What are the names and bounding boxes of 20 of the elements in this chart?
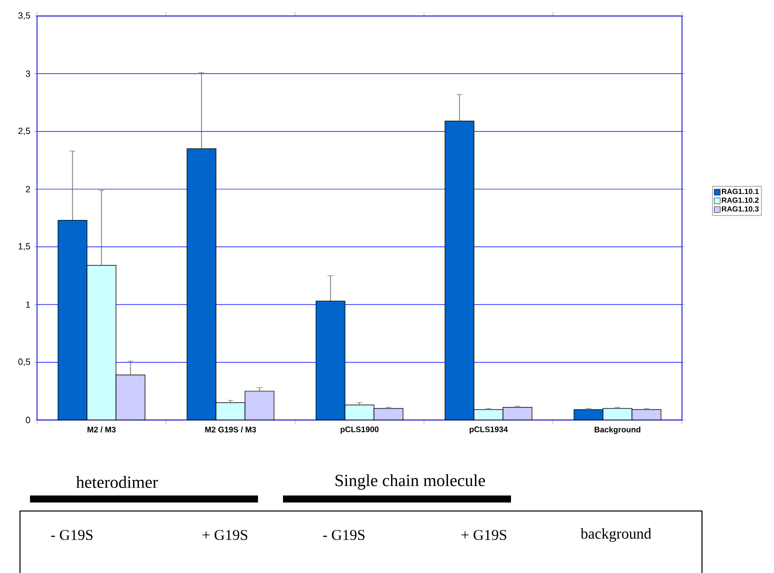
x-tick-label: pCLS1900 (340, 426, 379, 434)
y-tick-label: 2,5 (18, 128, 30, 136)
y-tick-label: 2 (26, 186, 30, 192)
y-tick-label: 0,5 (18, 358, 30, 366)
x-tick-label: M2 G19S / M3 (205, 426, 256, 432)
text: + G19S (462, 530, 506, 540)
y-tick-label: 3 (26, 70, 30, 77)
text: - G19S (323, 530, 365, 540)
y-tick-label: 1 (26, 301, 30, 308)
y-tick-label: 0 (26, 416, 30, 424)
text: + G19S (202, 530, 248, 540)
y-tick-label: 1,5 (18, 243, 30, 251)
text: background (580, 528, 652, 542)
x-tick-label: M2 / M3 (88, 426, 116, 432)
text: heterodimer (76, 476, 158, 488)
x-tick-label: pCLS1934 (470, 426, 508, 434)
text: - G19S (51, 530, 93, 540)
x-tick-label: Background (594, 426, 640, 434)
y-tick-label: 3,5 (18, 12, 30, 20)
text: Single chain molecule (336, 474, 485, 490)
